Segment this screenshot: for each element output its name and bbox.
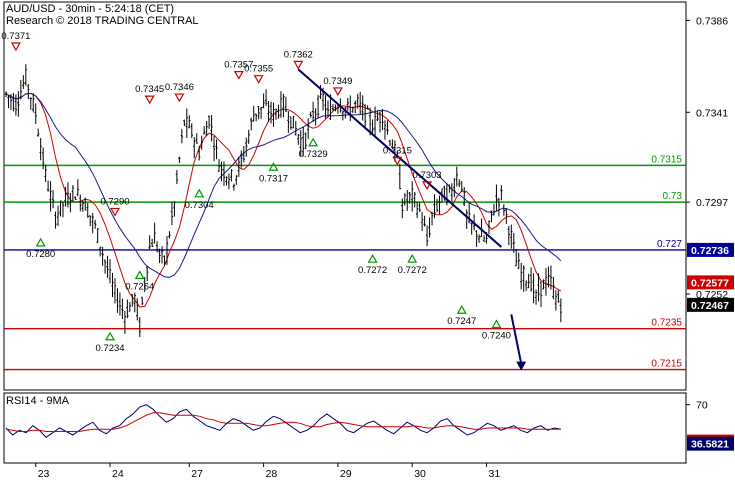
rsi-ma-line (5, 412, 561, 432)
price-tick-label: 0.7386 (696, 15, 728, 27)
peak-marker (109, 207, 121, 217)
peak-label: 0.7303 (413, 170, 442, 181)
trough-marker (194, 188, 205, 198)
last-price-tag: 0.72467 (691, 300, 729, 312)
peak-label: 0.7355 (244, 64, 273, 75)
trough-label: 0.7272 (358, 265, 387, 276)
peak-label: 0.7346 (165, 82, 194, 93)
pivot-price-tag-bg (687, 242, 734, 257)
peak-label: 0.7357 (224, 60, 253, 71)
downtrend-line (297, 68, 503, 248)
price-panel-frame (3, 1, 687, 391)
peak-marker (253, 75, 264, 84)
peak-marker (10, 42, 21, 52)
trough-label: 0.7304 (185, 200, 214, 211)
level-label-support-1: 0.7235 (651, 318, 682, 329)
peak-label: 0.7345 (135, 84, 164, 95)
trough-marker (407, 253, 418, 263)
date-axis: 23 24 27 28 29 30 31 (35, 463, 501, 480)
trough-marker (367, 253, 378, 263)
peak-marker (144, 95, 155, 105)
price-axis: 0.73860.73410.72970.72520.727360.725770.… (686, 15, 734, 451)
peak-label: 0.7349 (323, 76, 352, 87)
price-tick-label: 0.7341 (696, 107, 728, 119)
target-arrow-head (516, 361, 527, 371)
date-tick-label: 28 (266, 468, 278, 480)
peak-marker (332, 87, 343, 97)
level-label-resistance-2: 0.73 (663, 191, 683, 202)
date-tick-label: 29 (340, 468, 352, 480)
peak-marker (233, 70, 244, 80)
date-tick-label: 23 (38, 468, 50, 480)
trough-marker (491, 319, 502, 329)
rsi-value-tag-bg (687, 436, 734, 451)
peak-marker (293, 60, 304, 70)
pivot-price-tag: 0.72736 (691, 245, 729, 257)
trough-label: 0.7329 (299, 149, 328, 160)
target-arrow-shaft (510, 314, 523, 364)
peak-label: 0.7362 (284, 49, 313, 60)
date-tick-label: 27 (191, 468, 203, 480)
peak-label: 0.7290 (100, 196, 129, 207)
levels-layer: 0.7315 0.73 0.727 0.7235 0.7215 (4, 154, 686, 371)
peak-marker (422, 181, 433, 191)
date-tick-label: 30 (414, 468, 426, 480)
rsi-value-tag: 36.5821 (691, 439, 729, 451)
chart-credit: Research © 2018 TRADING CENTRAL (6, 15, 199, 27)
trough-marker (456, 305, 467, 314)
trendline-layer (297, 68, 527, 371)
trough-marker (268, 162, 279, 171)
peak-marker (174, 93, 185, 103)
trough-marker (134, 270, 145, 280)
peak-label: 0.7315 (383, 145, 412, 156)
trough-label: 0.7264 (125, 282, 154, 293)
rsi-panel-frame (3, 392, 687, 464)
trough-label: 0.7240 (482, 331, 511, 342)
date-tick-label: 24 (112, 468, 124, 480)
ma-price-tag-bg (687, 275, 734, 290)
peak-label: 0.7371 (1, 31, 30, 42)
rsi-tick-label: 70 (696, 400, 708, 412)
ma-price-tag: 0.72577 (691, 277, 729, 289)
last-price-tag-bg (687, 297, 734, 312)
trough-label: 0.7247 (447, 316, 476, 327)
rsi-lines: 70 (5, 400, 708, 438)
trough-marker (104, 331, 116, 341)
level-label-resistance: 0.7315 (651, 154, 682, 165)
level-label-pivot: 0.727 (657, 239, 682, 250)
peak-marker (392, 156, 403, 166)
trough-label: 0.7272 (398, 265, 427, 276)
trough-marker (308, 137, 319, 147)
trough-label: 0.7317 (259, 173, 288, 184)
level-label-support-2: 0.7215 (651, 359, 682, 370)
trough-label: 0.7280 (26, 249, 55, 260)
price-tick-label: 0.7297 (696, 197, 728, 209)
rsi-panel-title: RSI14 - 9MA (6, 395, 70, 407)
date-tick-label: 31 (489, 468, 501, 480)
trough-marker (35, 237, 46, 247)
chart-title: AUD/USD - 30min - 5:24:18 (CET) (6, 3, 174, 15)
slow-ma-line (5, 92, 562, 278)
trough-label: 0.7234 (95, 343, 124, 354)
candles (4, 64, 563, 338)
